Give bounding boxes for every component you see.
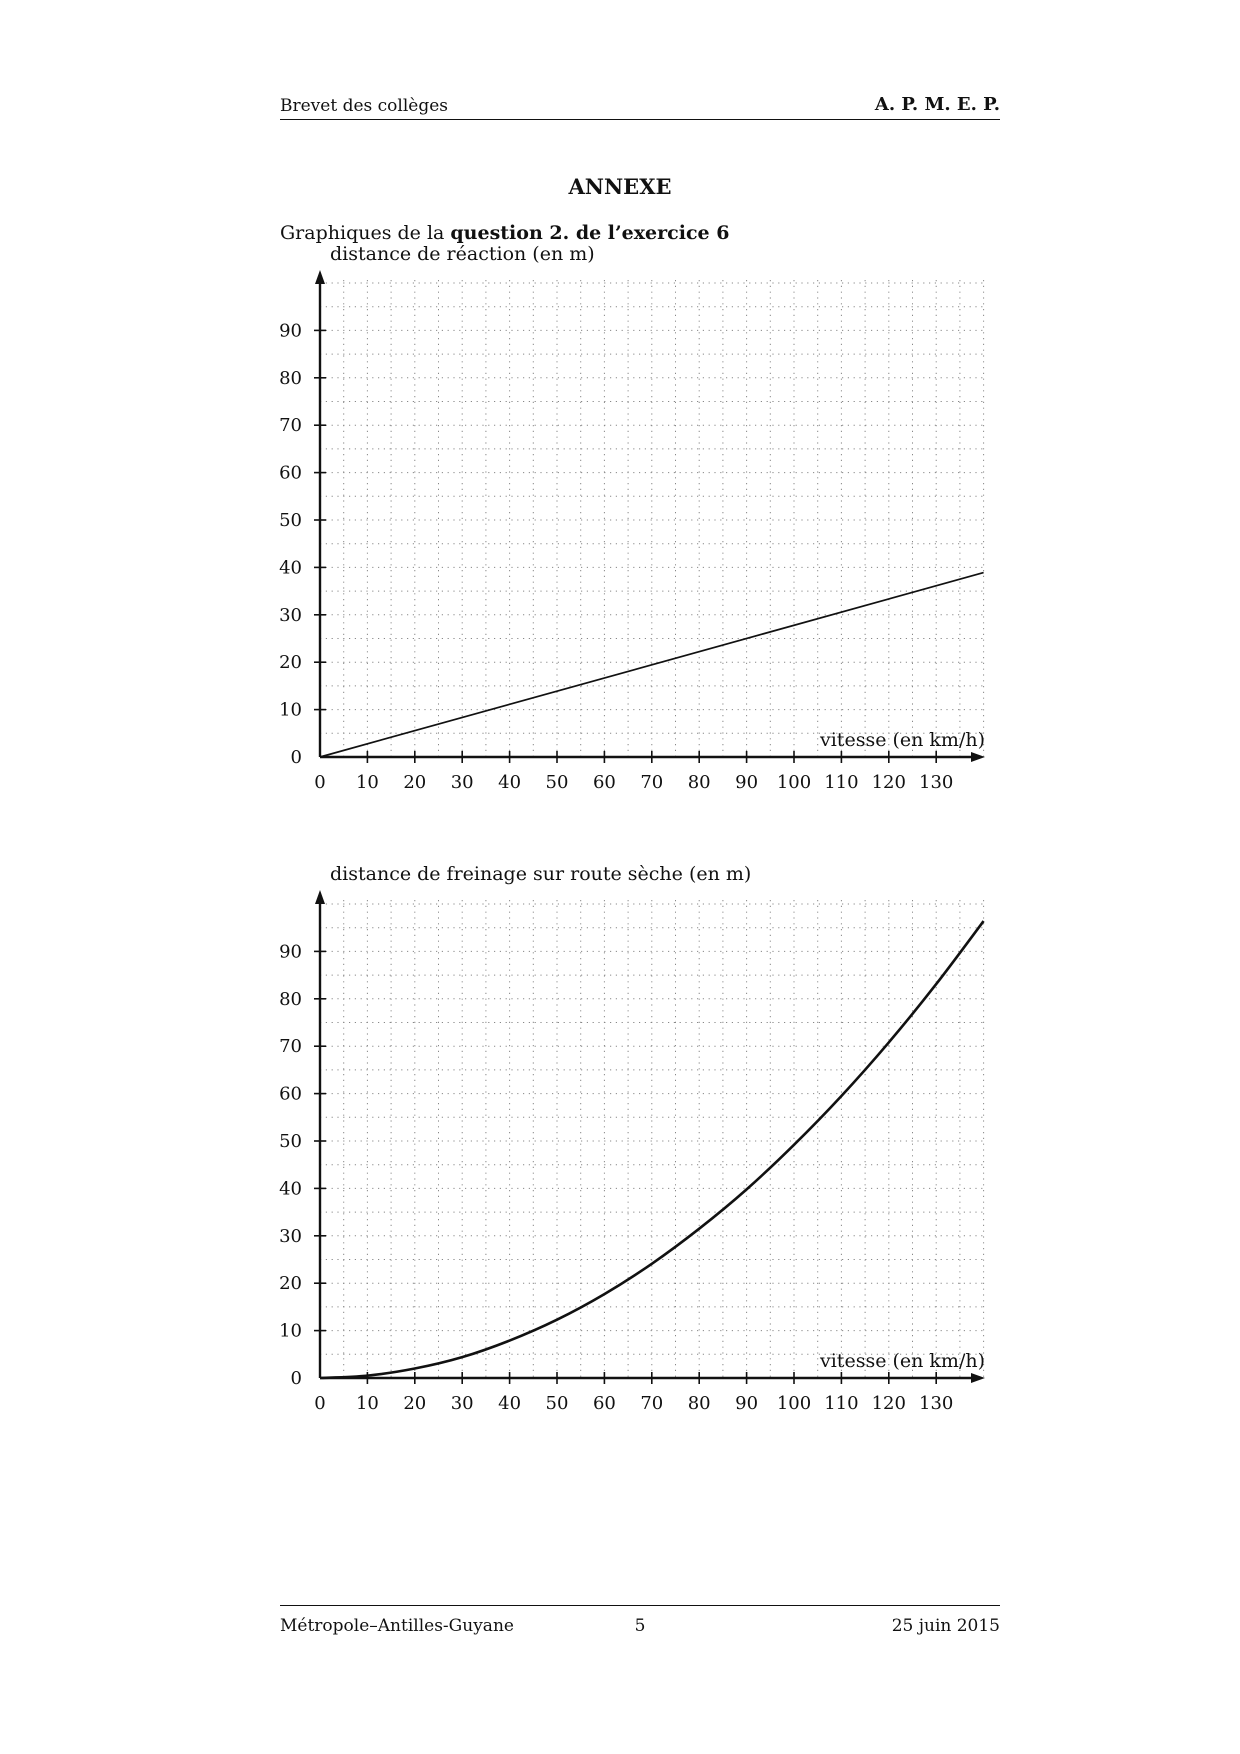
x-tick-label: 0 <box>314 1393 325 1414</box>
y-tick-label: 70 <box>279 415 302 436</box>
y-tick-label: 10 <box>279 700 302 721</box>
footer-page-number: 5 <box>634 1616 646 1636</box>
footer-left: Métropole–Antilles-Guyane <box>280 1616 514 1636</box>
intro-bold: question 2. de l’exercice 6 <box>450 222 730 244</box>
x-tick-label: 100 <box>777 772 811 793</box>
y-tick-label: 50 <box>279 1131 302 1152</box>
y-tick-label: 10 <box>279 1321 302 1342</box>
x-axis-arrow <box>971 1373 985 1383</box>
x-tick-label: 80 <box>688 772 711 793</box>
x-tick-label: 20 <box>403 772 426 793</box>
y-tick-label: 30 <box>279 605 302 626</box>
x-axis-label: vitesse (en km/h) <box>819 1350 985 1372</box>
y-tick-label: 20 <box>279 1273 302 1294</box>
y-tick-label: 40 <box>279 557 302 578</box>
x-tick-label: 40 <box>498 1393 521 1414</box>
x-tick-label: 90 <box>735 1393 758 1414</box>
x-tick-label: 60 <box>593 772 616 793</box>
x-tick-label: 60 <box>593 1393 616 1414</box>
x-tick-label: 130 <box>919 1393 953 1414</box>
x-tick-label: 120 <box>872 1393 906 1414</box>
x-tick-label: 10 <box>356 1393 379 1414</box>
x-tick-label: 100 <box>777 1393 811 1414</box>
x-tick-label: 110 <box>824 1393 858 1414</box>
y-tick-label: 0 <box>291 747 302 768</box>
y-tick-label: 50 <box>279 510 302 531</box>
y-tick-label: 30 <box>279 1226 302 1247</box>
intro-text: Graphiques de la question 2. de l’exerci… <box>280 222 729 244</box>
x-tick-label: 30 <box>451 1393 474 1414</box>
y-tick-label: 90 <box>279 320 302 341</box>
x-tick-label: 120 <box>872 772 906 793</box>
y-axis-label: distance de réaction (en m) <box>330 243 595 265</box>
x-tick-label: 110 <box>824 772 858 793</box>
x-tick-label: 50 <box>546 772 569 793</box>
y-axis-arrow <box>315 270 325 284</box>
intro-prefix: Graphiques de la <box>280 222 451 244</box>
x-tick-label: 130 <box>919 772 953 793</box>
header-left: Brevet des collèges <box>280 96 449 116</box>
x-tick-label: 30 <box>451 772 474 793</box>
x-tick-label: 10 <box>356 772 379 793</box>
y-tick-label: 20 <box>279 652 302 673</box>
x-tick-label: 80 <box>688 1393 711 1414</box>
x-tick-label: 70 <box>640 772 663 793</box>
y-tick-label: 0 <box>291 1368 302 1389</box>
y-tick-label: 40 <box>279 1178 302 1199</box>
x-tick-label: 0 <box>314 772 325 793</box>
page-title: ANNEXE <box>568 174 672 199</box>
header-right: A. P. M. E. P. <box>874 94 1000 115</box>
footer-rule <box>280 1605 1000 1606</box>
footer-right: 25 juin 2015 <box>891 1616 1000 1636</box>
y-tick-label: 60 <box>279 463 302 484</box>
x-tick-label: 50 <box>546 1393 569 1414</box>
reaction-distance-chart: 0 10 20 30 40 50 60 70 80 90 100 110 120 130 0 10 20 30 40… <box>279 243 985 793</box>
series-line <box>319 920 985 1380</box>
series-line <box>319 571 984 758</box>
x-tick-label: 40 <box>498 772 521 793</box>
y-tick-label: 60 <box>279 1084 302 1105</box>
y-axis-label: distance de freinage sur route sèche (en… <box>330 863 751 885</box>
braking-distance-chart: 0 10 20 30 40 50 60 70 80 90 100 110 120 130 0 10 20 30 40… <box>279 863 985 1414</box>
y-tick-label: 90 <box>279 941 302 962</box>
y-tick-label: 80 <box>279 368 302 389</box>
x-tick-label: 70 <box>640 1393 663 1414</box>
x-axis-arrow <box>971 752 985 762</box>
x-tick-label: 90 <box>735 772 758 793</box>
x-tick-label: 20 <box>403 1393 426 1414</box>
x-axis-label: vitesse (en km/h) <box>819 729 985 751</box>
y-axis-arrow <box>315 890 325 904</box>
y-tick-label: 70 <box>279 1036 302 1057</box>
header-rule <box>280 119 1000 120</box>
y-tick-label: 80 <box>279 989 302 1010</box>
